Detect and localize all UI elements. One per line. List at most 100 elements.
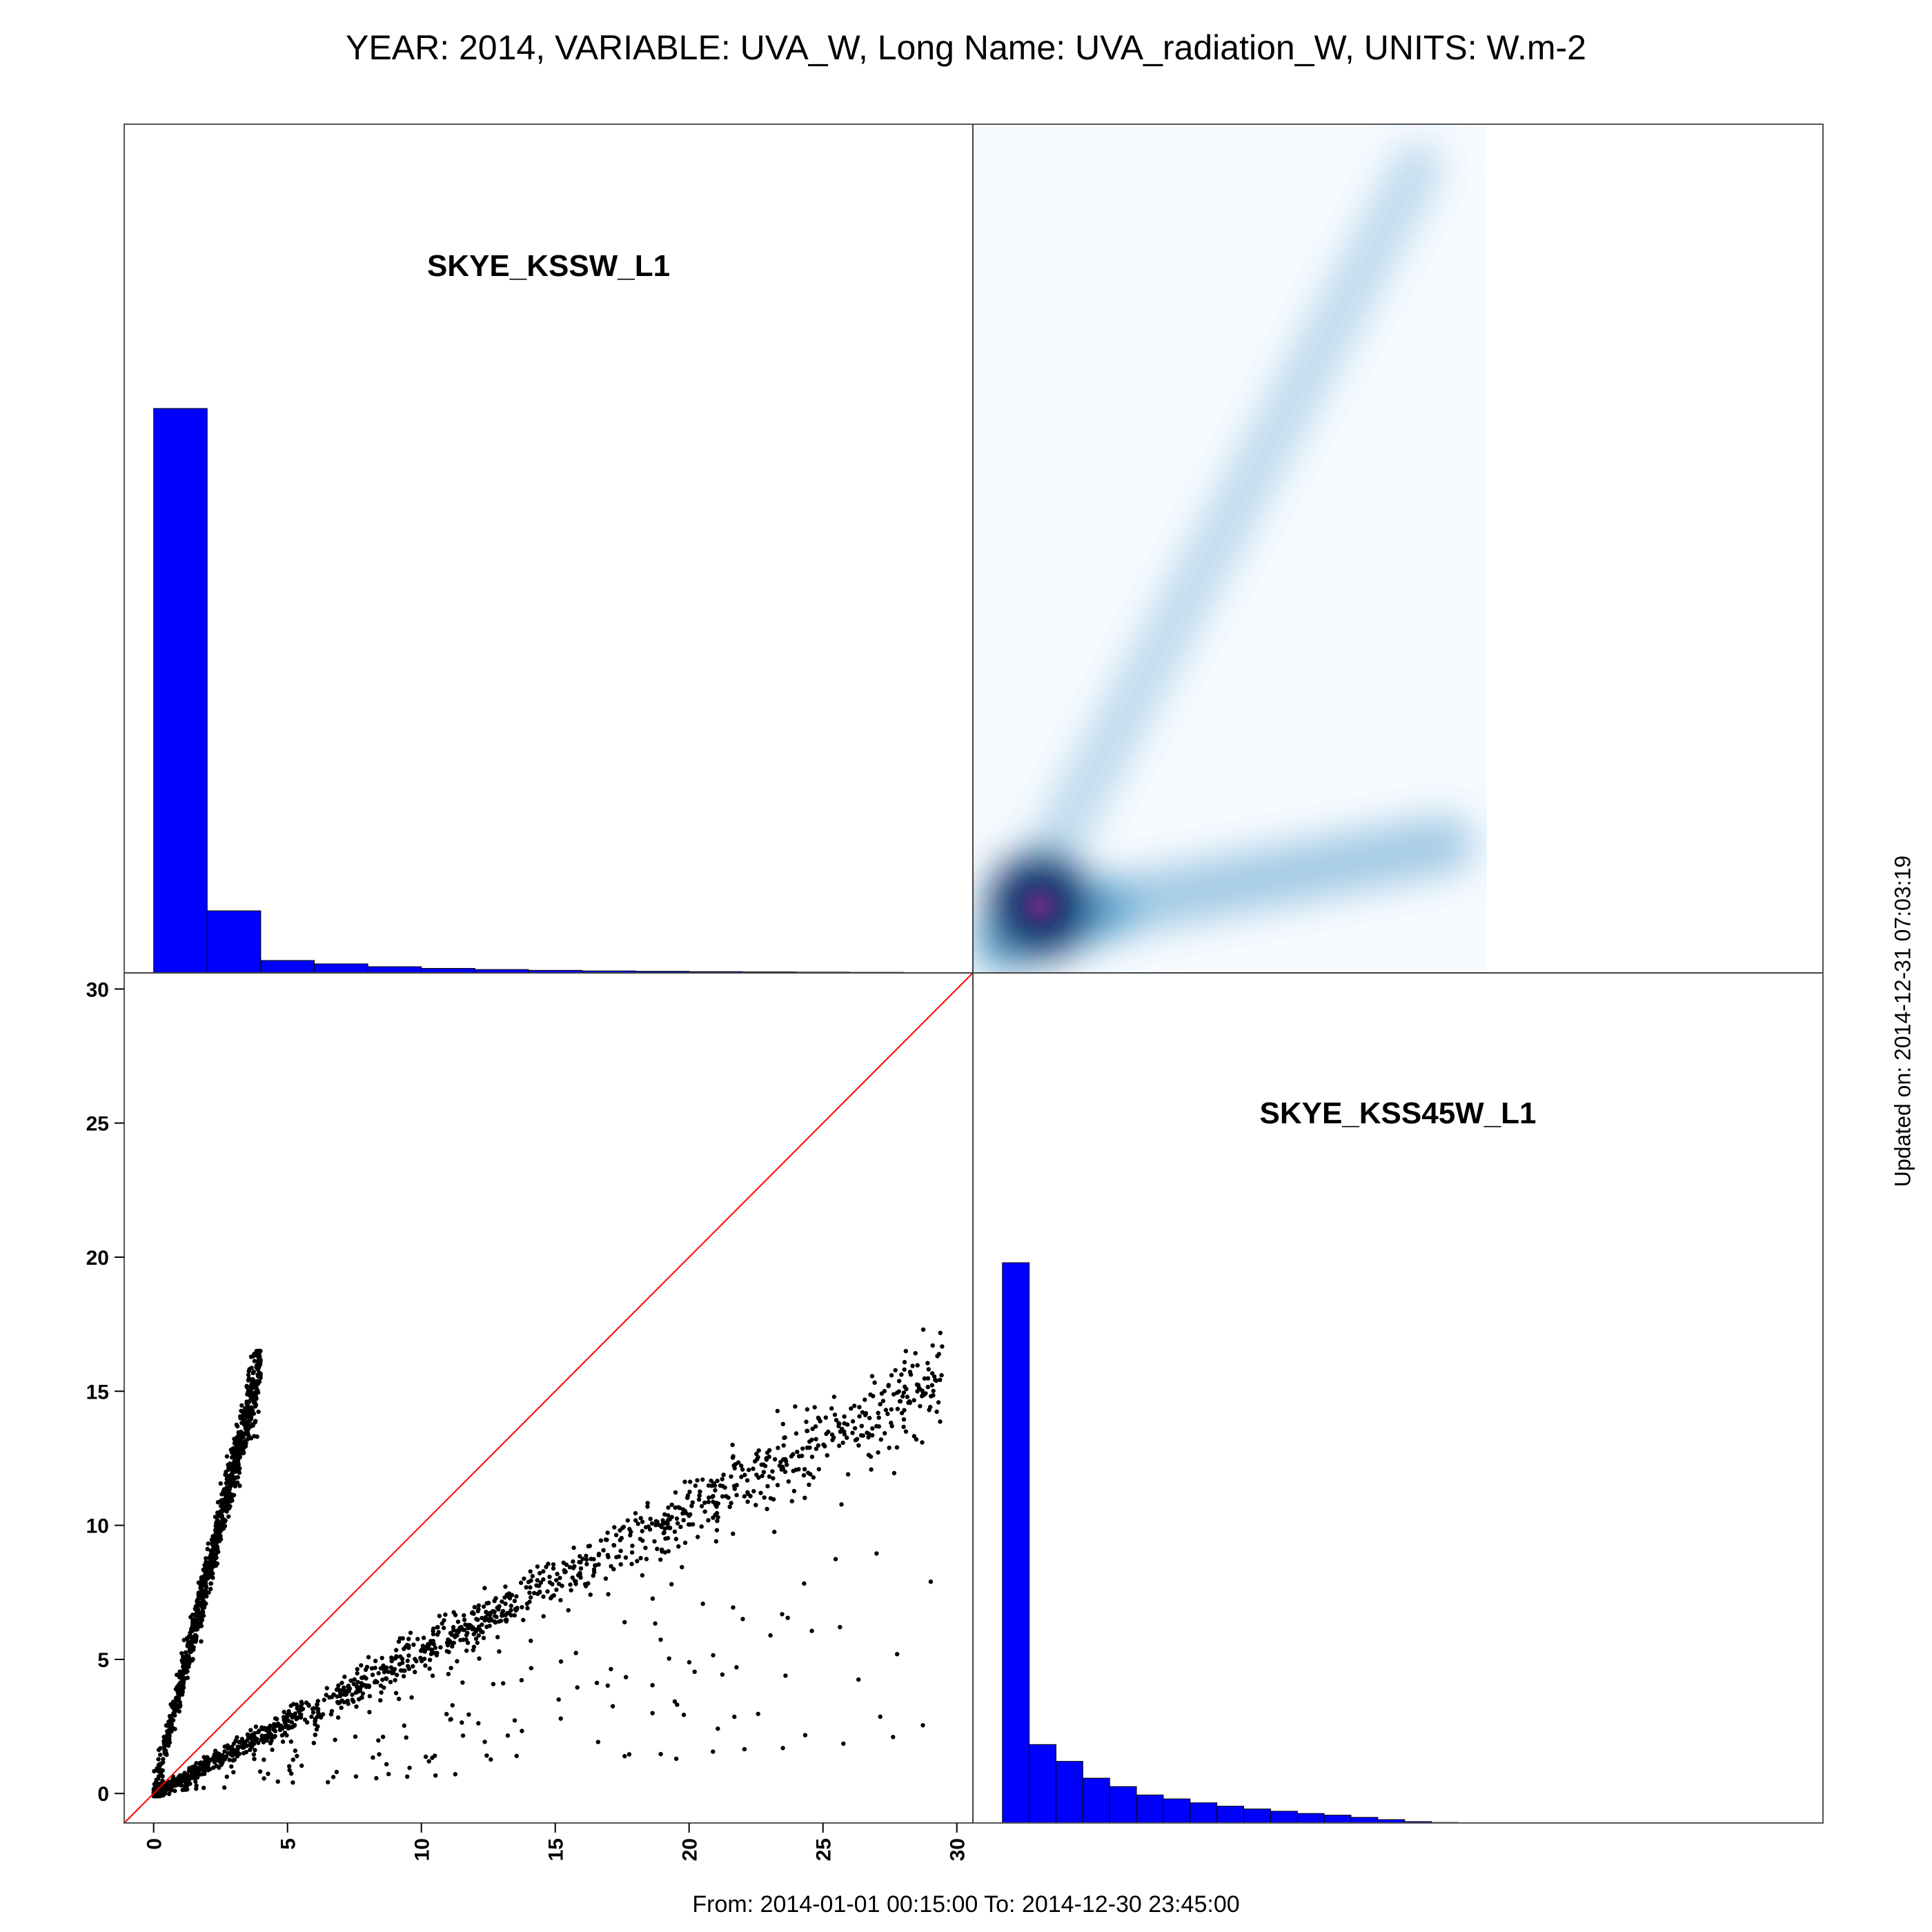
scatter-point [205,1546,210,1552]
scatter-point [804,1419,809,1424]
scatter-point [239,1442,244,1447]
scatter-point [555,1571,560,1577]
scatter-point [241,1431,246,1436]
scatter-point [400,1656,405,1662]
scatter-point [440,1621,444,1626]
scatter-point [716,1726,720,1731]
scatter-point [610,1704,615,1708]
scatter-point [688,1512,693,1517]
scatter-point [920,1394,925,1399]
scatter-point [793,1404,798,1409]
scatter-point [568,1582,573,1587]
scatter-point [925,1384,931,1390]
scatter-point [676,1544,681,1549]
scatter-point [870,1426,875,1431]
scatter-point [256,1361,261,1366]
scatter-point [878,1401,883,1407]
scatter-point [776,1446,780,1450]
scatter-point [311,1740,316,1746]
scatter-point [166,1785,171,1790]
scatter-point [229,1746,234,1752]
scatter-point [448,1717,453,1722]
scatter-point [346,1684,351,1689]
scatter-point [606,1592,611,1597]
scatter-point [164,1735,169,1740]
scatter-point [335,1694,339,1699]
scatter-point [208,1572,213,1577]
scatter-point [486,1618,492,1623]
kss45w-hist-bar [1082,1777,1110,1824]
scatter-point [503,1584,508,1589]
scatter-point [834,1417,839,1423]
scatter-point [208,1757,213,1763]
density-ridge [1074,815,1475,938]
scatter-point [237,1455,242,1460]
scatter-point [152,1768,157,1774]
scatter-point [545,1589,550,1594]
date-range: From: 2014-01-01 00:15:00 To: 2014-12-30… [692,1891,1240,1918]
scatter-point [476,1633,481,1638]
scatter-point [256,1740,261,1746]
scatter-point [226,1751,230,1755]
scatter-point [524,1585,529,1590]
scatter-point [911,1398,916,1403]
scatter-point [471,1625,475,1630]
scatter-point [222,1749,227,1754]
scatter-point [214,1535,219,1540]
scatter-point [176,1694,181,1699]
scatter-point [720,1477,724,1481]
scatter-point [342,1685,346,1690]
scatter-point [427,1657,433,1662]
scatter-point [825,1453,830,1458]
scatter-point [458,1637,463,1643]
scatter-point [354,1704,359,1709]
scatter-point [235,1735,239,1740]
scatter-point [329,1695,335,1699]
scatter-point [920,1327,926,1332]
scatter-point [185,1783,190,1788]
scatter-point [393,1690,399,1695]
scatter-point [388,1679,393,1684]
scatter-point [339,1680,344,1686]
scatter-point [398,1668,404,1673]
scatter-point [335,1686,340,1691]
scatter-point [571,1545,576,1550]
scatter-point [465,1640,471,1645]
scatter-point [895,1390,900,1395]
scatter-point [402,1723,406,1728]
scatter-point [249,1366,254,1370]
scatter-point [288,1739,293,1744]
scatter-point [672,1529,678,1534]
scatter-point [164,1723,169,1728]
scatter-point [252,1757,257,1762]
scatter-point [785,1462,789,1468]
scatter-point [464,1648,469,1653]
scatter-point [230,1498,235,1503]
scatter-point [850,1430,855,1435]
scatter-point [640,1519,645,1524]
scatter-point [295,1753,299,1759]
scatter-point [421,1635,426,1640]
scatter-point [782,1469,788,1475]
scatter-point [355,1666,359,1672]
scatter-point [734,1492,739,1497]
scatter-point [451,1640,456,1646]
scatter-point [232,1441,237,1446]
scatter-point [433,1645,438,1650]
scatter-point [611,1567,616,1572]
scatter-point [503,1601,508,1606]
scatter-point [180,1787,185,1793]
scatter-point [658,1557,663,1562]
scatter-point [443,1612,448,1617]
scatter-point [762,1495,767,1500]
scatter-point [930,1343,935,1348]
scatter-point [219,1498,224,1503]
scatter-point [781,1443,786,1448]
scatter-point [355,1679,360,1684]
scatter-point [928,1579,934,1584]
scatter-point [762,1463,768,1468]
scatter-point [310,1710,316,1715]
scatter-point [926,1367,931,1372]
scatter-point [170,1717,176,1723]
scatter-point [691,1522,696,1527]
